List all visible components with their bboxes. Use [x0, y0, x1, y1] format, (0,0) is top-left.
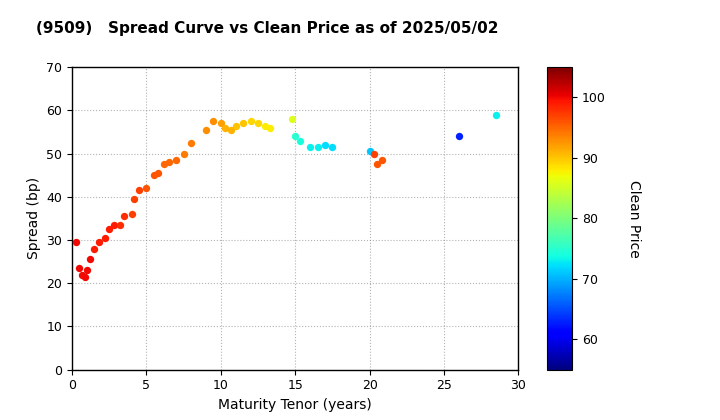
Point [76, 271, 88, 278]
Point [148, 172, 160, 178]
Point [369, 150, 380, 157]
Point [305, 144, 316, 150]
Point [245, 118, 256, 125]
Point [185, 139, 197, 146]
Point [108, 221, 120, 228]
Text: (9509)   Spread Curve vs Clean Price as of 2025/05/02: (9509) Spread Curve vs Clean Price as of… [36, 21, 498, 36]
Point [364, 148, 375, 155]
Point [225, 126, 237, 133]
Point [287, 116, 298, 122]
Point [133, 187, 145, 194]
Point [215, 120, 227, 127]
Point [140, 185, 152, 192]
Point [207, 118, 219, 125]
Point [89, 245, 100, 252]
Point [153, 170, 164, 176]
X-axis label: Maturity Tenor (years): Maturity Tenor (years) [218, 398, 372, 412]
Point [81, 267, 93, 273]
Point [71, 239, 82, 246]
Point [376, 157, 387, 163]
Point [220, 124, 231, 131]
Point [453, 133, 464, 140]
Point [327, 144, 338, 150]
Point [294, 137, 305, 144]
Point [252, 120, 264, 127]
Point [289, 133, 301, 140]
Point [312, 144, 323, 150]
Point [73, 265, 85, 271]
Point [238, 120, 249, 127]
Point [99, 234, 110, 241]
Point [80, 273, 91, 280]
Point [158, 161, 170, 168]
Point [126, 211, 138, 218]
Point [260, 122, 271, 129]
Point [171, 157, 182, 163]
Point [230, 122, 241, 129]
Point [93, 239, 104, 246]
Point [264, 124, 276, 131]
Point [163, 159, 174, 165]
Point [129, 196, 140, 202]
Point [178, 150, 189, 157]
Point [490, 111, 502, 118]
Point [372, 161, 383, 168]
Y-axis label: Clean Price: Clean Price [627, 179, 641, 257]
Point [84, 256, 96, 263]
Point [104, 226, 115, 233]
Point [114, 221, 125, 228]
Point [319, 142, 330, 148]
Point [118, 213, 130, 220]
Point [200, 126, 212, 133]
Y-axis label: Spread (bp): Spread (bp) [27, 177, 41, 260]
